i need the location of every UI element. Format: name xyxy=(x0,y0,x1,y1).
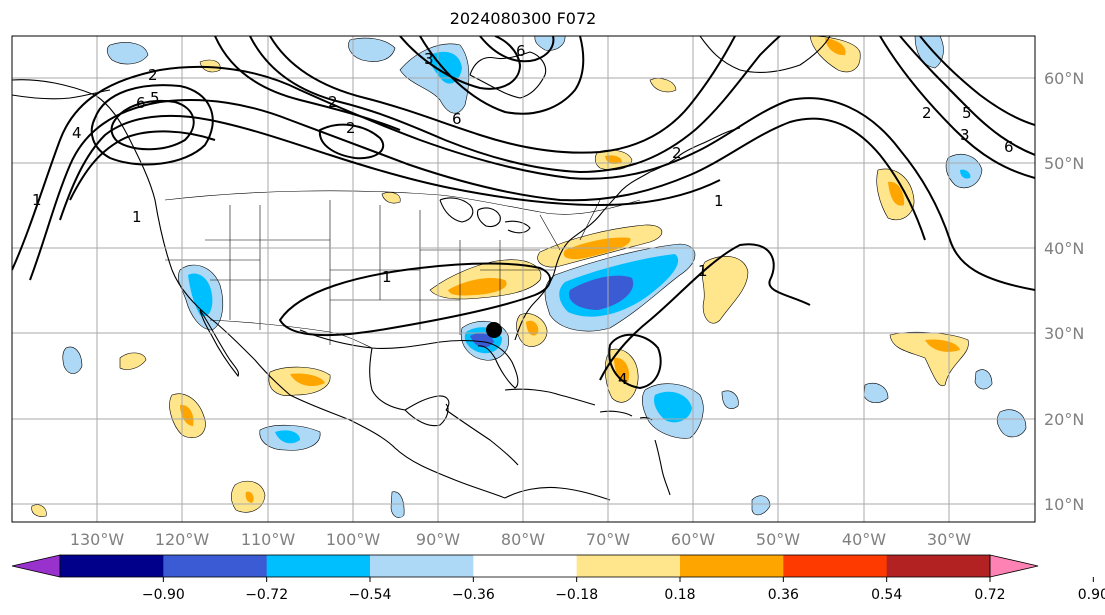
lon-tick-label: 40°W xyxy=(842,530,886,549)
contour-labels: 2 6 5 4 1 2 2 6 3 1 1 2 5 6 2 1 1 3 6 4 xyxy=(32,42,1014,388)
lat-tick-label: 30°N xyxy=(1044,324,1084,343)
lon-tick-label: 100°W xyxy=(326,530,381,549)
colorbar-segment xyxy=(886,555,991,577)
map-title: 2024080300 F072 xyxy=(449,9,597,28)
colorbar: −0.90 −0.72 −0.54 −0.36 −0.18 0.18 0.36 0.54 0.7… xyxy=(11,554,1105,603)
colorbar-tick-label: −0.36 xyxy=(452,587,495,603)
lat-tick-label: 50°N xyxy=(1044,154,1084,173)
colorbar-segment xyxy=(473,555,578,577)
lat-tick-label: 20°N xyxy=(1044,410,1084,429)
colorbar-segment xyxy=(576,555,681,577)
contour-label: 2 xyxy=(672,144,682,162)
colorbar-tick-label: 0.36 xyxy=(768,587,799,603)
negative-anomaly-areas xyxy=(62,36,1027,518)
contour-label: 6 xyxy=(1004,138,1014,156)
colorbar-segment xyxy=(163,555,268,577)
colorbar-segment xyxy=(370,555,474,577)
lon-tick-label: 80°W xyxy=(501,530,545,549)
contour-label: 1 xyxy=(132,208,142,226)
contour-label: 5 xyxy=(150,89,160,107)
contour-label: 4 xyxy=(72,124,82,142)
contour-label: 5 xyxy=(962,104,972,122)
lat-tick-label: 40°N xyxy=(1044,239,1084,258)
lon-tick-label: 60°W xyxy=(671,530,715,549)
colorbar-segment xyxy=(680,555,784,577)
colorbar-tick-label: −0.90 xyxy=(142,587,185,603)
positive-anomaly-areas xyxy=(31,36,969,517)
anomaly-shading xyxy=(31,36,1027,518)
contour-label: 6 xyxy=(136,94,146,112)
lon-tick-label: 70°W xyxy=(586,530,630,549)
colorbar-tick-label: 0.54 xyxy=(871,587,902,603)
contour-label: 2 xyxy=(346,119,356,137)
colorbar-tick-label: 0.18 xyxy=(664,587,695,603)
contour-label: 1 xyxy=(698,262,708,280)
colorbar-tick-label: −0.18 xyxy=(555,587,598,603)
lat-tick-label: 60°N xyxy=(1044,69,1084,88)
map-frame xyxy=(11,35,1036,523)
contour-label: 3 xyxy=(424,50,434,68)
lon-tick-label: 120°W xyxy=(155,530,210,549)
colorbar-segment xyxy=(783,555,888,577)
contour-label: 1 xyxy=(32,191,42,209)
storm-center-marker xyxy=(486,322,502,338)
lon-tick-label: 30°W xyxy=(927,530,971,549)
longitude-labels: 130°W 120°W 110°W 100°W 90°W 80°W 70°W 6… xyxy=(70,530,971,549)
colorbar-frame xyxy=(59,554,991,578)
colorbar-extend-low xyxy=(11,554,61,578)
contour-label: 2 xyxy=(922,104,932,122)
contour-label: 4 xyxy=(618,370,628,388)
lon-tick-label: 130°W xyxy=(70,530,125,549)
colorbar-extend-high xyxy=(989,554,1039,578)
lon-tick-label: 90°W xyxy=(416,530,460,549)
contour-label: 1 xyxy=(714,192,724,210)
lon-tick-label: 110°W xyxy=(241,530,296,549)
colorbar-tick-label: 0.72 xyxy=(974,587,1005,603)
colorbar-segment xyxy=(266,555,371,577)
contour-label: 2 xyxy=(328,93,338,111)
colorbar-tick-label: −0.72 xyxy=(245,587,288,603)
lon-tick-label: 50°W xyxy=(756,530,800,549)
contour-label: 3 xyxy=(960,126,970,144)
contour-label: 2 xyxy=(148,66,158,84)
contour-lines xyxy=(12,36,1035,390)
contour-label: 1 xyxy=(382,268,392,286)
colorbar-tick-label: −0.54 xyxy=(349,587,392,603)
latitude-labels: 60°N 50°N 40°N 30°N 20°N 10°N xyxy=(1044,69,1084,514)
colorbar-segment xyxy=(60,555,164,577)
contour-label: 6 xyxy=(516,42,526,60)
colorbar-tick-label: 0.90 xyxy=(1078,587,1105,603)
lat-tick-label: 10°N xyxy=(1044,495,1084,514)
contour-label: 6 xyxy=(452,110,462,128)
